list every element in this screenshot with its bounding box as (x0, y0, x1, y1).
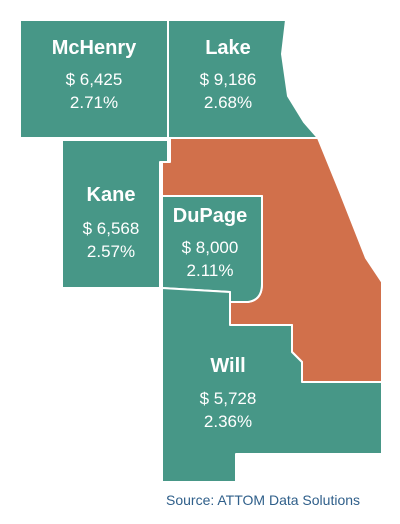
kane-name: Kane (87, 184, 136, 206)
lake-name: Lake (205, 37, 251, 59)
will-name: Will (210, 355, 245, 377)
dupage-amount: $ 8,000 (182, 238, 239, 257)
lake-county-shape (167, 19, 319, 139)
lake-amount: $ 9,186 (200, 70, 257, 89)
dupage-percent: 2.11% (187, 261, 234, 280)
mchenry-amount: $ 6,425 (66, 70, 123, 89)
will-amount: $ 5,728 (200, 389, 257, 408)
mchenry-name: McHenry (52, 37, 137, 59)
mchenry-percent: 2.71% (70, 93, 118, 112)
dupage-name: DuPage (173, 205, 247, 227)
kane-county-shape (61, 139, 169, 289)
kane-amount: $ 6,568 (83, 219, 140, 238)
will-county-shape (161, 287, 383, 483)
lake-percent: 2.68% (204, 93, 252, 112)
will-percent: 2.36% (204, 412, 252, 431)
kane-percent: 2.57% (87, 242, 135, 261)
source-note: Source: ATTOM Data Solutions (166, 492, 360, 508)
